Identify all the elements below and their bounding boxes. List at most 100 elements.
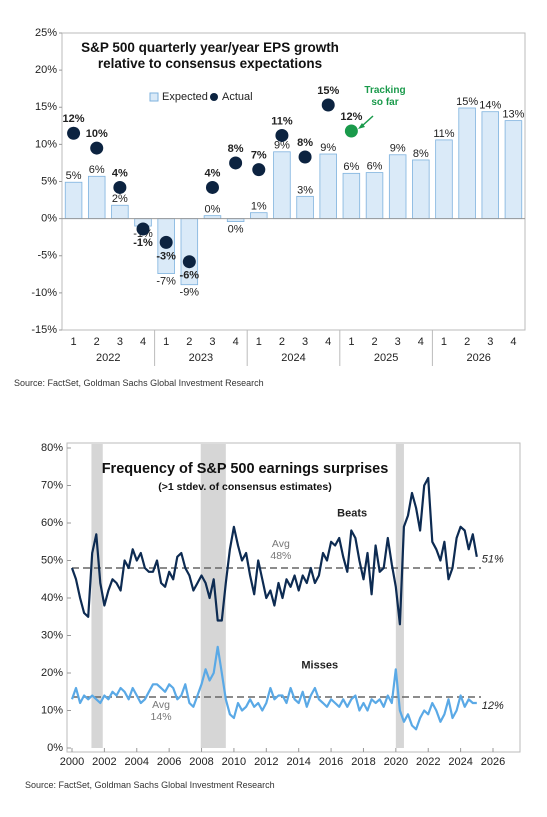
x-tick-label: 2008: [189, 756, 213, 768]
point: [298, 150, 312, 164]
series-label: Beats: [337, 508, 367, 520]
point-label: 11%: [271, 115, 293, 127]
source: Source: FactSet, Goldman Sachs Global In…: [14, 378, 264, 388]
annotation-arrowhead: [358, 123, 365, 129]
point-label: 8%: [297, 137, 313, 149]
x-tick-label: 2006: [157, 756, 181, 768]
bar-label: 6%: [367, 160, 383, 172]
legend-swatch: [210, 93, 218, 101]
x-tick-label: 4: [418, 336, 424, 348]
x-tick-label: 3: [487, 336, 493, 348]
point: [252, 163, 266, 177]
y-tick-label: 80%: [41, 442, 63, 454]
point-label: -1%: [133, 237, 153, 249]
point: [67, 126, 81, 140]
end-label: 51%: [482, 554, 504, 566]
bar-label: 3%: [297, 184, 313, 196]
bar: [504, 120, 523, 220]
point-label: 15%: [317, 85, 339, 97]
x-tick-label: 2010: [222, 756, 246, 768]
point-label: -6%: [180, 270, 200, 282]
bar: [273, 151, 291, 220]
point-label: 7%: [251, 150, 267, 162]
chart-title: S&P 500 quarterly year/year EPS growth r…: [81, 40, 339, 71]
plot-frame: [61, 32, 526, 331]
bar-label: 13%: [502, 109, 524, 121]
bar-label: 8%: [413, 148, 429, 160]
bar: [87, 175, 106, 220]
point-label: 10%: [86, 128, 108, 140]
line: [70, 476, 478, 626]
x-tick-label: 4: [325, 336, 331, 348]
y-tick-label: 60%: [41, 517, 63, 529]
legend-label: Actual: [222, 91, 253, 103]
x-tick-label: 2: [371, 336, 377, 348]
y-tick-label: 0%: [41, 213, 57, 225]
y-tick-label: -10%: [31, 287, 57, 299]
x-tick-label: 1: [348, 336, 354, 348]
annotation-arrow: [361, 115, 374, 127]
y-tick-label: 10%: [35, 138, 57, 150]
bar: [481, 111, 500, 220]
point: [205, 180, 219, 194]
y-tick-label: 30%: [41, 629, 63, 641]
y-tick-label: 15%: [35, 101, 57, 113]
point-label: 12%: [63, 113, 85, 125]
x-tick-label: 2018: [351, 756, 375, 768]
y-tick-label: -15%: [31, 324, 57, 336]
x-tick-label: 2020: [384, 756, 408, 768]
point: [182, 255, 196, 269]
point: [113, 180, 127, 194]
bar-label: -9%: [180, 287, 200, 299]
bar-label: 6%: [343, 161, 359, 173]
average-label: Avg 48%: [270, 538, 292, 563]
recession-shade: [395, 444, 404, 748]
bar-label: 15%: [456, 96, 478, 108]
bar: [296, 195, 314, 220]
year-label: 2023: [189, 352, 213, 364]
x-tick-label: 4: [510, 336, 516, 348]
bar: [388, 154, 407, 220]
point-label: 12%: [340, 111, 362, 123]
x-tick-label: 1: [256, 336, 262, 348]
bar-label: 6%: [89, 164, 105, 176]
bar: [111, 204, 129, 220]
point: [159, 235, 173, 249]
point-label: 4%: [112, 167, 128, 179]
x-tick-label: 2002: [92, 756, 116, 768]
point-label: 4%: [205, 167, 221, 179]
bar-label: 5%: [66, 170, 82, 182]
x-tick-label: 2024: [448, 756, 472, 768]
chart-title: Frequency of S&P 500 earnings surprises: [101, 461, 389, 477]
bar-label: 2%: [112, 193, 128, 205]
series-label: Misses: [301, 659, 338, 671]
year-label: 2022: [96, 352, 120, 364]
x-tick-label: 3: [302, 336, 308, 348]
x-tick-label: 4: [233, 336, 239, 348]
y-tick-label: 70%: [41, 479, 63, 491]
x-tick-label: 2012: [254, 756, 278, 768]
bar-label: 1%: [251, 201, 267, 213]
bar: [342, 172, 361, 220]
point: [321, 98, 335, 112]
y-tick-label: 50%: [41, 554, 63, 566]
x-tick-label: 3: [117, 336, 123, 348]
point: [344, 124, 358, 138]
source: Source: FactSet, Goldman Sachs Global In…: [25, 780, 275, 790]
line: [70, 645, 477, 731]
year-label: 2026: [466, 352, 490, 364]
bar: [412, 159, 430, 220]
bar: [64, 181, 83, 220]
average-label: Avg 14%: [150, 699, 172, 724]
end-label: 12%: [482, 700, 504, 712]
bar-label: 9%: [320, 142, 336, 154]
bar-label: 11%: [433, 128, 454, 140]
x-tick-label: 2004: [125, 756, 149, 768]
legend-swatch: [149, 92, 159, 102]
y-tick-label: 20%: [41, 667, 63, 679]
x-tick-label: 2000: [60, 756, 84, 768]
y-tick-label: 0%: [47, 742, 63, 754]
x-tick-label: 2: [279, 336, 285, 348]
